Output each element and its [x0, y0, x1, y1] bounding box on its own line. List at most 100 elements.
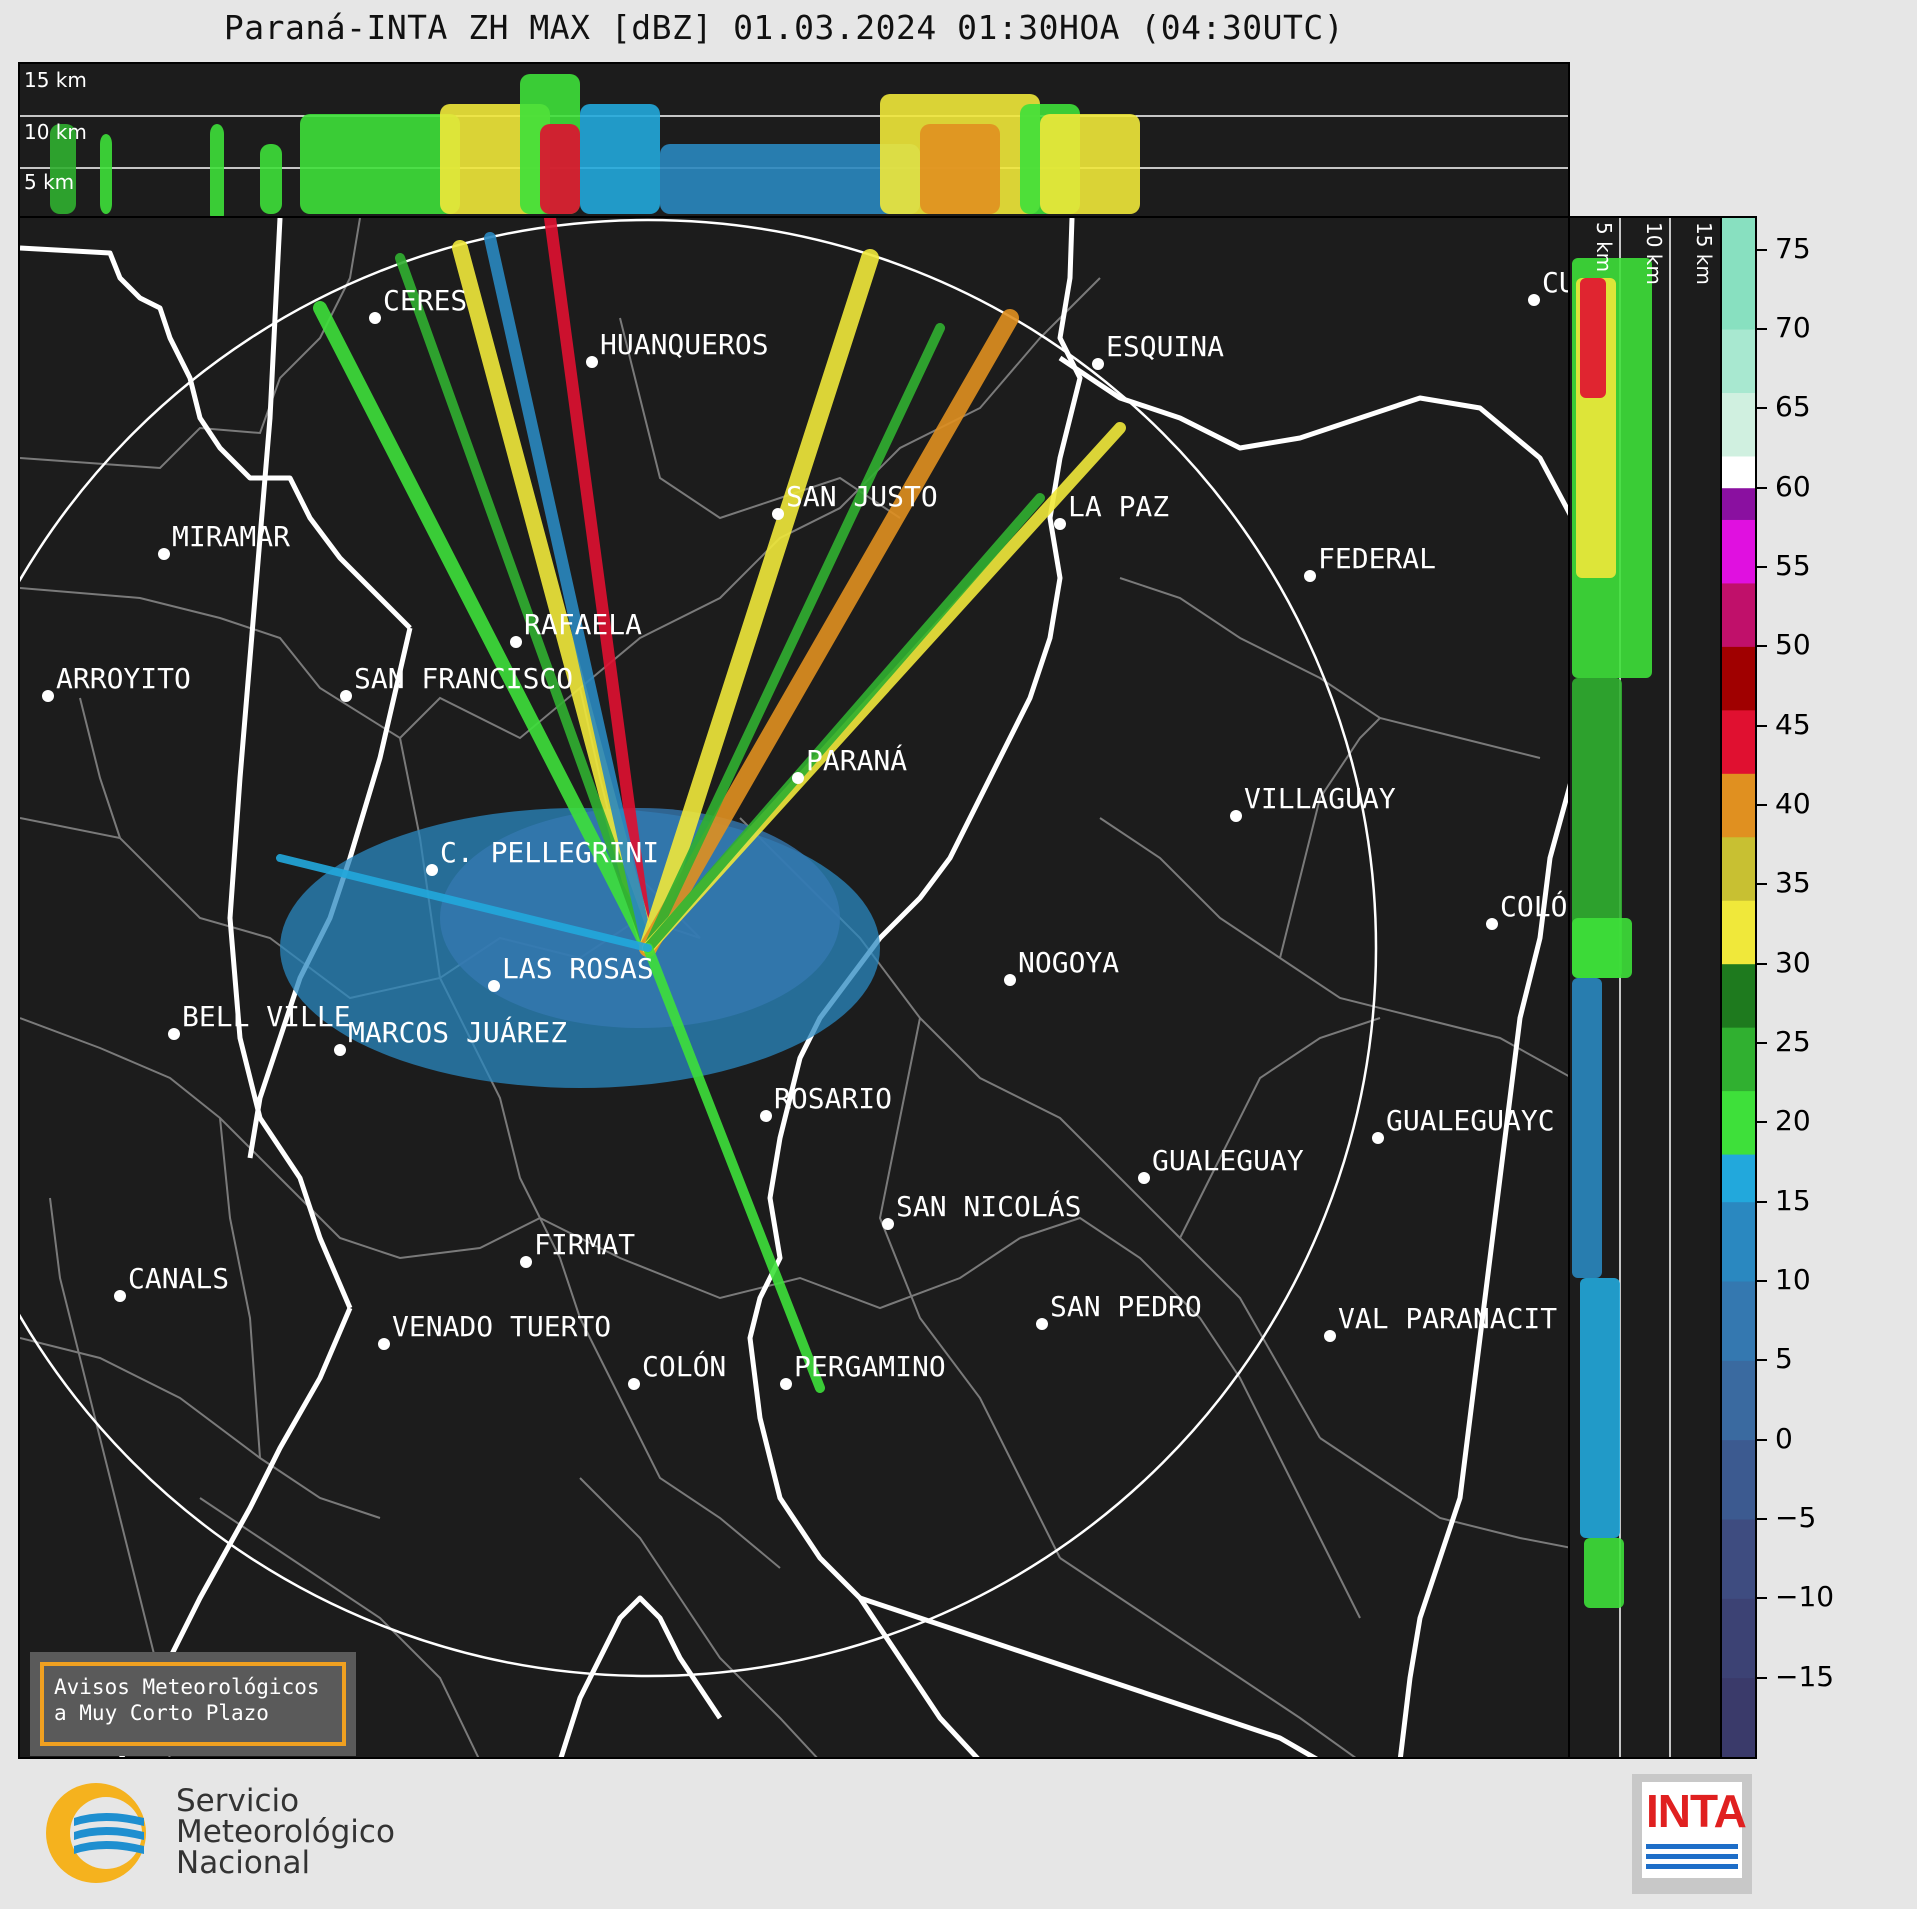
- colorbar-tick-label: 10: [1775, 1263, 1811, 1297]
- echo-ray: [484, 232, 654, 954]
- profile-echo: [1580, 278, 1606, 398]
- colorbar-band: [1722, 1027, 1755, 1092]
- city-label: CU: [1542, 266, 1568, 299]
- city-marker: [488, 980, 500, 992]
- colorbar-tick: [1757, 248, 1767, 251]
- top-profile-svg: [20, 74, 1568, 216]
- colorbar-tick: [1757, 1359, 1767, 1362]
- city-label: VILLAGUAY: [1244, 782, 1396, 815]
- profile-echo: [50, 124, 76, 214]
- city-label: RAFAELA: [524, 608, 643, 641]
- city-marker: [772, 508, 784, 520]
- city-label: PARANÁ: [806, 744, 908, 777]
- city-marker: [780, 1378, 792, 1390]
- colorbar-tick: [1757, 1597, 1767, 1600]
- profile-echo: [1580, 1278, 1620, 1538]
- city-marker: [520, 1256, 532, 1268]
- city-marker: [340, 690, 352, 702]
- colorbar-tick-label: 55: [1775, 549, 1811, 583]
- city-marker: [1324, 1330, 1336, 1342]
- echo-ray: [643, 943, 825, 1393]
- height-label-10km: 10 km: [24, 120, 87, 144]
- city-marker: [168, 1028, 180, 1040]
- page-title: Paraná-INTA ZH MAX [dBZ] 01.03.2024 01:3…: [223, 8, 1345, 47]
- warning-line-1: Avisos Meteorológicos: [54, 1675, 320, 1699]
- smn-logo-text: Servicio Meteorológico Nacional: [176, 1786, 395, 1879]
- inta-logo-text: INTA: [1646, 1785, 1747, 1837]
- echo-ray: [395, 253, 653, 953]
- smn-line-3: Nacional: [176, 1845, 311, 1881]
- colorbar-band: [1722, 963, 1755, 1028]
- city-marker: [1054, 518, 1066, 530]
- echo-ray: [639, 249, 879, 957]
- colorbar-tick-label: 60: [1775, 469, 1811, 503]
- smn-logo-icon: [46, 1783, 146, 1883]
- echo-ray: [276, 854, 652, 952]
- city-label: VAL PARANACIT: [1338, 1302, 1558, 1335]
- city-marker: [1230, 810, 1242, 822]
- colorbar-band: [1722, 709, 1755, 774]
- smn-line-1: Servicio: [176, 1783, 300, 1819]
- side-profile-svg: [1572, 218, 1671, 1757]
- reflectivity-colorbar: [1720, 216, 1757, 1759]
- colorbar-tick-label: 30: [1775, 945, 1811, 979]
- colorbar-band: [1722, 1360, 1755, 1441]
- city-marker: [426, 864, 438, 876]
- colorbar-tick-label: 25: [1775, 1025, 1811, 1059]
- city-marker: [1304, 570, 1316, 582]
- profile-echo: [920, 124, 1000, 214]
- city-label: MIRAMAR: [172, 520, 291, 553]
- echo-ray: [643, 323, 945, 953]
- city-label: ROSARIO: [774, 1082, 893, 1115]
- colorbar-tick: [1757, 1200, 1767, 1203]
- city-label: BELL VILLE: [182, 1000, 351, 1033]
- city-label: LA PAZ: [1068, 490, 1170, 523]
- city-label: GUALEGUAYC: [1386, 1104, 1555, 1137]
- city-label: NOGOYA: [1018, 946, 1120, 979]
- profile-echo: [540, 124, 580, 214]
- colorbar-tick-label: 40: [1775, 787, 1811, 821]
- side-height-label-10km: 10 km: [1642, 222, 1666, 285]
- inta-logo: INTA: [1632, 1774, 1752, 1894]
- colorbar-band: [1722, 836, 1755, 901]
- city-label: LAS ROSAS: [502, 952, 654, 985]
- city-marker: [1092, 358, 1104, 370]
- city-label: SAN PEDRO: [1050, 1290, 1202, 1323]
- city-marker: [882, 1218, 894, 1230]
- city-label: FEDERAL: [1318, 542, 1437, 575]
- profile-echo: [1584, 1538, 1624, 1608]
- city-marker: [1036, 1318, 1048, 1330]
- city-marker: [628, 1378, 640, 1390]
- colorbar-band: [1722, 329, 1755, 394]
- city-label: SAN FRANCISCO: [354, 662, 574, 695]
- echo-ray: [639, 309, 1019, 957]
- city-marker: [42, 690, 54, 702]
- city-label: ESQUINA: [1106, 330, 1225, 363]
- colorbar-svg: [1722, 218, 1755, 1757]
- city-label: GUALEGUAY: [1152, 1144, 1304, 1177]
- colorbar-tick: [1757, 1042, 1767, 1045]
- colorbar-tick-label: 15: [1775, 1183, 1811, 1217]
- colorbar-tick-label: 35: [1775, 866, 1811, 900]
- colorbar-tick: [1757, 1438, 1767, 1441]
- colorbar-tick: [1757, 883, 1767, 886]
- colorbar-band: [1722, 773, 1755, 838]
- city-label: C. PELLEGRINI: [440, 836, 660, 869]
- colorbar-tick: [1757, 1518, 1767, 1520]
- colorbar-tick: [1757, 1676, 1767, 1679]
- colorbar-band: [1722, 582, 1755, 647]
- colorbar-tick: [1757, 804, 1767, 807]
- colorbar-tick: [1757, 486, 1767, 489]
- city-marker: [1486, 918, 1498, 930]
- colorbar-tick-label: 0: [1775, 1421, 1793, 1455]
- profile-echo: [300, 114, 460, 214]
- colorbar-tick-label: −5: [1775, 1501, 1817, 1534]
- colorbar-tick-label: 50: [1775, 628, 1811, 662]
- colorbar-band: [1722, 1519, 1755, 1599]
- city-label: FIRMAT: [534, 1228, 636, 1261]
- city-label: COLÓ: [1500, 890, 1568, 923]
- radar-map-svg: [20, 218, 1568, 1757]
- city-label: SAN NICOLÁS: [896, 1190, 1082, 1223]
- colorbar-band: [1722, 1281, 1755, 1361]
- profile-echo: [1572, 978, 1602, 1278]
